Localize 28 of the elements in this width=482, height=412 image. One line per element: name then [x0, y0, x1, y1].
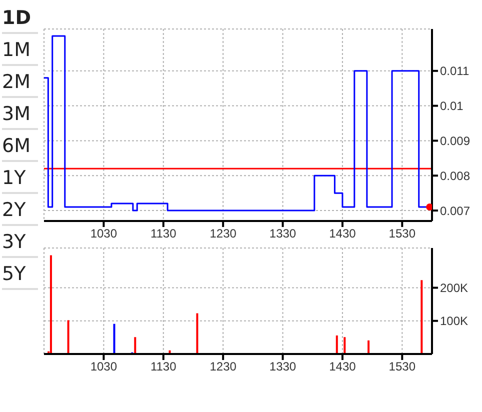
y-tick-label: 0.008 [440, 168, 470, 183]
text: 1D [2, 2, 38, 34]
text: 1M [2, 34, 38, 66]
text: 1Y [2, 162, 38, 194]
x-tick-label: 1430 [329, 360, 356, 374]
text: 3M [2, 98, 38, 130]
x-tick-label: 1230 [210, 360, 237, 374]
text: 3Y [2, 226, 38, 258]
text: 2Y [2, 194, 38, 226]
x-tick-label: 1030 [90, 360, 118, 374]
y-tick-label: 0.007 [440, 204, 470, 218]
y-tick-label: 100K [440, 314, 468, 328]
x-tick-label: 1130 [150, 360, 177, 374]
x-tick-label: 1030 [90, 226, 118, 241]
x-tick-label: 1530 [388, 360, 416, 374]
y-tick-label: 0.011 [440, 64, 470, 78]
x-tick-label: 1530 [388, 226, 416, 241]
x-tick-label: 1130 [150, 226, 177, 241]
y-tick-label: 0.009 [440, 134, 470, 148]
text: 5Y [2, 258, 38, 290]
text: 2M [2, 66, 38, 98]
y-tick-label: 200K [440, 281, 468, 296]
x-tick-label: 1330 [269, 360, 296, 374]
x-tick-label: 1230 [210, 226, 237, 241]
x-tick-label: 1430 [329, 226, 356, 241]
text: 6M [2, 130, 38, 162]
y-tick-label: 0.01 [440, 99, 464, 114]
x-tick-label: 1330 [269, 226, 296, 241]
